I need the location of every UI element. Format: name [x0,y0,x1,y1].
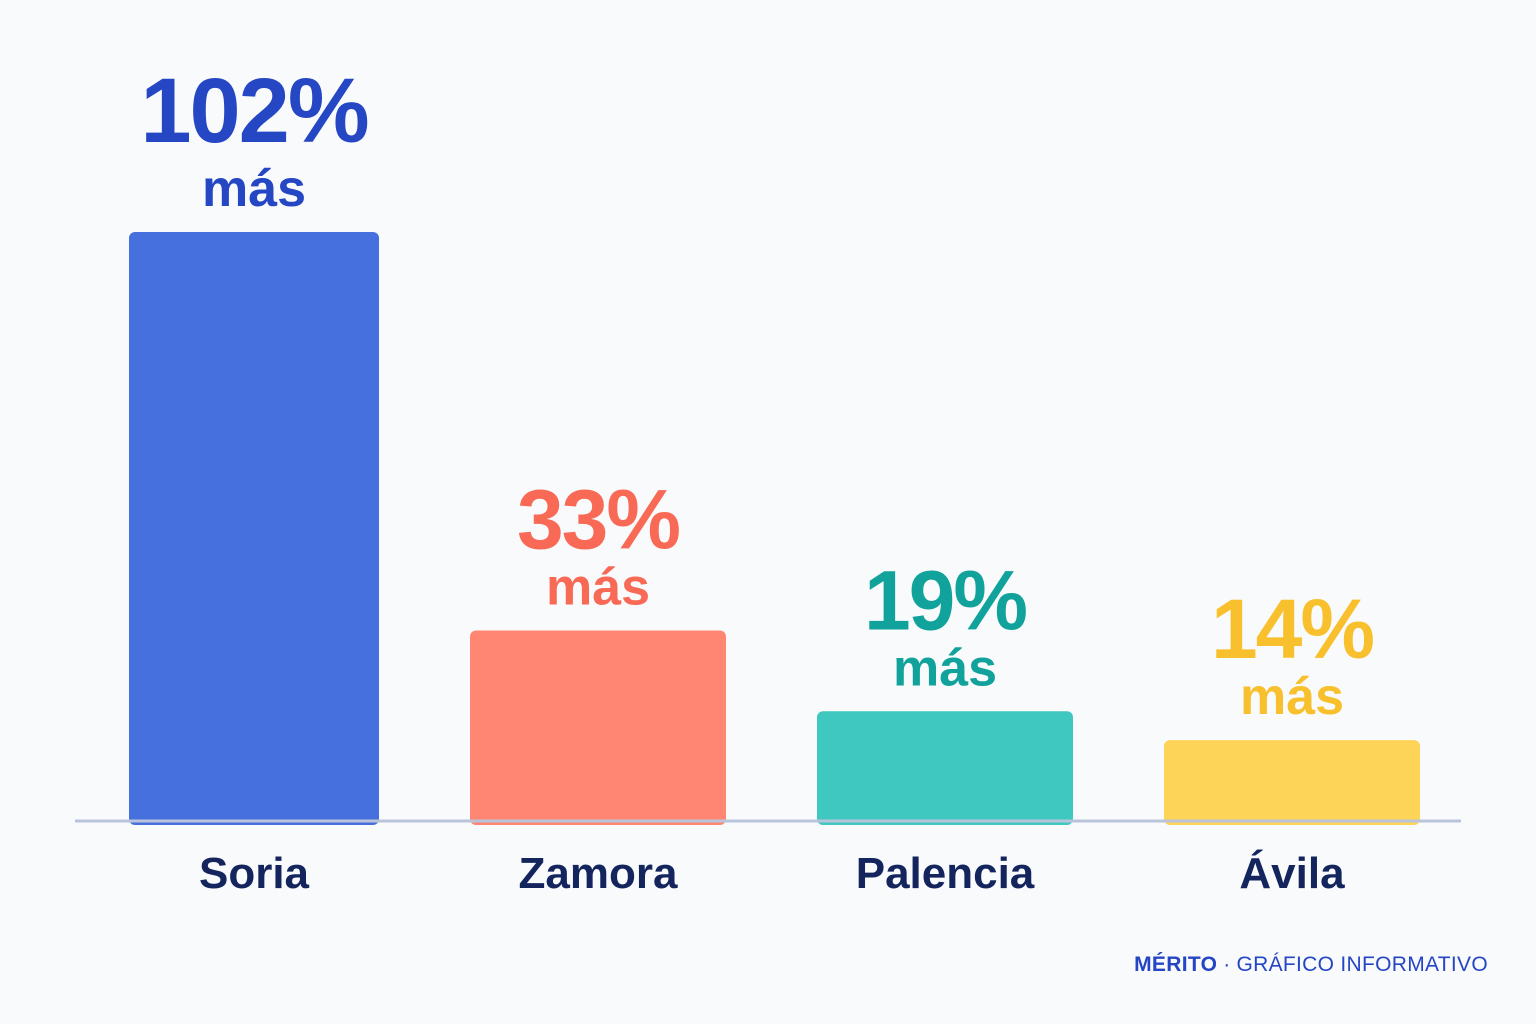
footer-tag: GRÁFICO INFORMATIVO [1236,953,1488,976]
value-label-palencia: 19% [864,553,1026,647]
bar-soria [129,232,379,825]
bar-ávila [1164,740,1420,825]
bar-palencia [817,711,1073,825]
value-suffix-soria: más [202,160,306,218]
value-label-ávila: 14% [1211,582,1373,676]
category-label-palencia: Palencia [856,849,1035,898]
footer-credit: MÉRITO · GRÁFICO INFORMATIVO [1134,953,1488,977]
category-label-soria: Soria [199,849,310,898]
category-label-ávila: Ávila [1239,848,1345,898]
footer-brand: MÉRITO [1134,953,1218,976]
labels-group: 102%másSoria33%másZamora19%másPalencia14… [140,60,1375,898]
value-label-soria: 102% [140,60,367,162]
value-suffix-palencia: más [893,639,997,697]
footer-separator: · [1223,953,1231,976]
bars-group [129,232,1420,825]
value-suffix-zamora: más [546,558,650,616]
category-label-zamora: Zamora [519,849,678,898]
value-label-zamora: 33% [517,472,679,566]
value-suffix-ávila: más [1240,668,1344,726]
bar-zamora [470,630,726,825]
